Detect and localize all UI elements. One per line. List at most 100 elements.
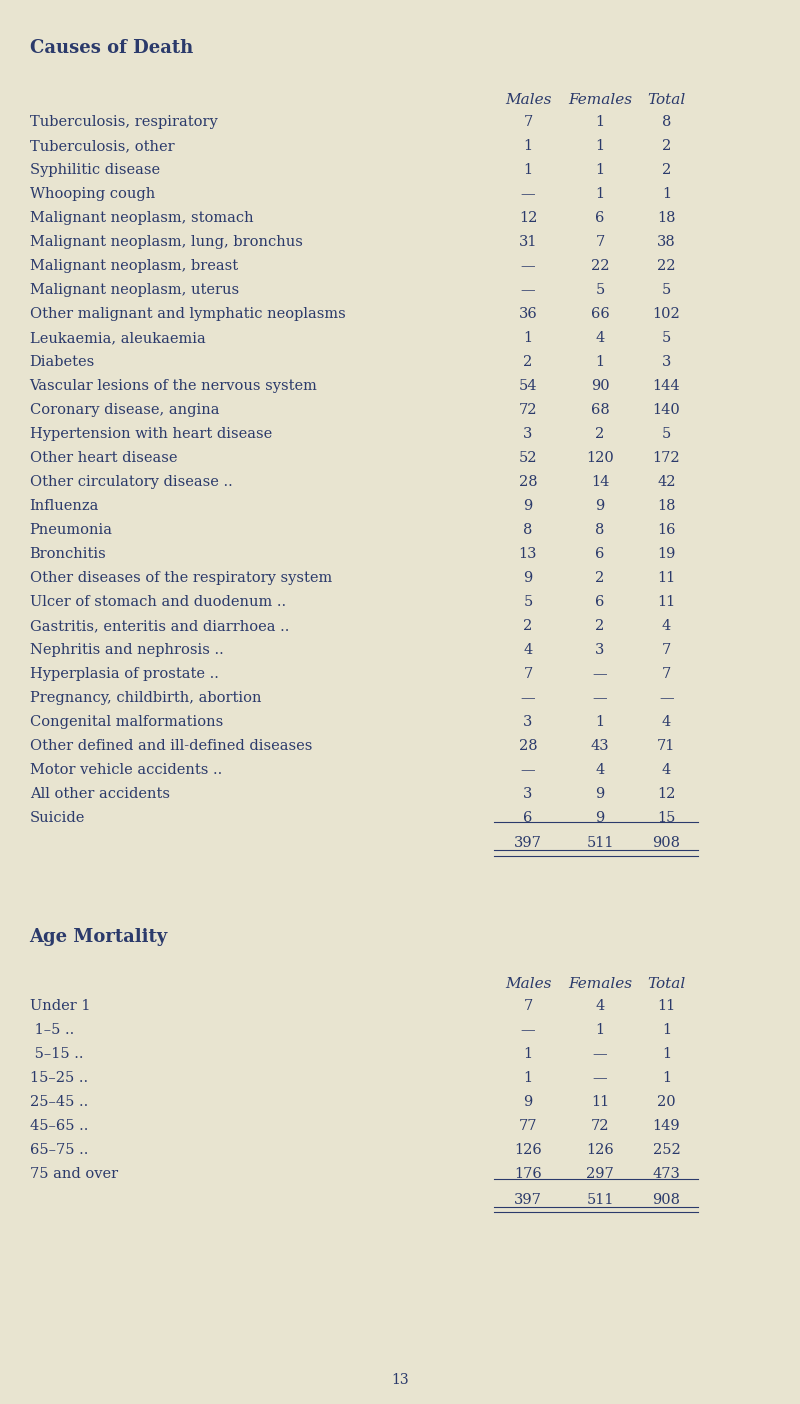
Text: 3: 3 xyxy=(662,355,671,369)
Text: 68: 68 xyxy=(590,403,610,417)
Text: Under 1: Under 1 xyxy=(30,1000,90,1014)
Text: Influenza: Influenza xyxy=(30,498,99,512)
Text: 2: 2 xyxy=(662,139,671,153)
Text: 252: 252 xyxy=(653,1143,680,1157)
Text: 5: 5 xyxy=(595,284,605,298)
Text: Total: Total xyxy=(647,977,686,991)
Text: 38: 38 xyxy=(657,234,676,249)
Text: 52: 52 xyxy=(518,451,538,465)
Text: Leukaemia, aleukaemia: Leukaemia, aleukaemia xyxy=(30,331,206,345)
Text: 1: 1 xyxy=(595,715,605,729)
Text: 8: 8 xyxy=(662,115,671,129)
Text: Pneumonia: Pneumonia xyxy=(30,524,113,538)
Text: 7: 7 xyxy=(523,667,533,681)
Text: 54: 54 xyxy=(518,379,538,393)
Text: 1: 1 xyxy=(595,139,605,153)
Text: 77: 77 xyxy=(518,1119,538,1133)
Text: 4: 4 xyxy=(662,619,671,633)
Text: Other malignant and lymphatic neoplasms: Other malignant and lymphatic neoplasms xyxy=(30,307,346,322)
Text: Males: Males xyxy=(505,977,551,991)
Text: 1: 1 xyxy=(662,1024,671,1038)
Text: 7: 7 xyxy=(662,643,671,657)
Text: Females: Females xyxy=(568,93,632,107)
Text: 5: 5 xyxy=(523,595,533,609)
Text: Other circulatory disease ..: Other circulatory disease .. xyxy=(30,475,232,489)
Text: Males: Males xyxy=(505,93,551,107)
Text: 66: 66 xyxy=(590,307,610,322)
Text: —: — xyxy=(593,667,607,681)
Text: 1: 1 xyxy=(523,1047,533,1061)
Text: 2: 2 xyxy=(523,355,533,369)
Text: 4: 4 xyxy=(595,762,605,776)
Text: 9: 9 xyxy=(595,812,605,826)
Text: 11: 11 xyxy=(591,1095,609,1109)
Text: 18: 18 xyxy=(657,498,676,512)
Text: 1: 1 xyxy=(595,1024,605,1038)
Text: 65–75 ..: 65–75 .. xyxy=(30,1143,88,1157)
Text: 43: 43 xyxy=(590,739,610,753)
Text: 22: 22 xyxy=(657,260,676,274)
Text: 908: 908 xyxy=(653,1192,680,1206)
Text: Motor vehicle accidents ..: Motor vehicle accidents .. xyxy=(30,762,222,776)
Text: Age Mortality: Age Mortality xyxy=(30,928,168,946)
Text: Malignant neoplasm, stomach: Malignant neoplasm, stomach xyxy=(30,211,254,225)
Text: 7: 7 xyxy=(595,234,605,249)
Text: 1: 1 xyxy=(595,187,605,201)
Text: Pregnancy, childbirth, abortion: Pregnancy, childbirth, abortion xyxy=(30,691,261,705)
Text: 6: 6 xyxy=(595,211,605,225)
Text: 9: 9 xyxy=(595,498,605,512)
Text: 126: 126 xyxy=(586,1143,614,1157)
Text: 75 and over: 75 and over xyxy=(30,1167,118,1181)
Text: 31: 31 xyxy=(518,234,538,249)
Text: 1: 1 xyxy=(523,1071,533,1085)
Text: 9: 9 xyxy=(523,498,533,512)
Text: Malignant neoplasm, lung, bronchus: Malignant neoplasm, lung, bronchus xyxy=(30,234,302,249)
Text: 473: 473 xyxy=(653,1167,680,1181)
Text: Hyperplasia of prostate ..: Hyperplasia of prostate .. xyxy=(30,667,218,681)
Text: 120: 120 xyxy=(586,451,614,465)
Text: Other heart disease: Other heart disease xyxy=(30,451,177,465)
Text: 28: 28 xyxy=(518,475,538,489)
Text: 2: 2 xyxy=(595,619,605,633)
Text: —: — xyxy=(521,762,535,776)
Text: 1: 1 xyxy=(595,355,605,369)
Text: 1: 1 xyxy=(662,187,671,201)
Text: 71: 71 xyxy=(658,739,675,753)
Text: 176: 176 xyxy=(514,1167,542,1181)
Text: —: — xyxy=(521,691,535,705)
Text: 6: 6 xyxy=(595,548,605,562)
Text: 45–65 ..: 45–65 .. xyxy=(30,1119,88,1133)
Text: 1: 1 xyxy=(662,1071,671,1085)
Text: 11: 11 xyxy=(658,1000,675,1014)
Text: Whooping cough: Whooping cough xyxy=(30,187,155,201)
Text: 14: 14 xyxy=(591,475,609,489)
Text: 1: 1 xyxy=(595,163,605,177)
Text: —: — xyxy=(593,1071,607,1085)
Text: 9: 9 xyxy=(523,571,533,585)
Text: 9: 9 xyxy=(595,788,605,800)
Text: 2: 2 xyxy=(595,571,605,585)
Text: —: — xyxy=(521,284,535,298)
Text: 15: 15 xyxy=(658,812,675,826)
Text: 102: 102 xyxy=(653,307,680,322)
Text: 1–5 ..: 1–5 .. xyxy=(30,1024,74,1038)
Text: 12: 12 xyxy=(658,788,675,800)
Text: 1: 1 xyxy=(662,1047,671,1061)
Text: 3: 3 xyxy=(595,643,605,657)
Text: Ulcer of stomach and duodenum ..: Ulcer of stomach and duodenum .. xyxy=(30,595,286,609)
Text: Suicide: Suicide xyxy=(30,812,85,826)
Text: 2: 2 xyxy=(523,619,533,633)
Text: 28: 28 xyxy=(518,739,538,753)
Text: 908: 908 xyxy=(653,837,680,851)
Text: 7: 7 xyxy=(523,115,533,129)
Text: 13: 13 xyxy=(518,548,538,562)
Text: 397: 397 xyxy=(514,837,542,851)
Text: —: — xyxy=(521,260,535,274)
Text: Hypertension with heart disease: Hypertension with heart disease xyxy=(30,427,272,441)
Text: Bronchitis: Bronchitis xyxy=(30,548,106,562)
Text: 6: 6 xyxy=(523,812,533,826)
Text: 1: 1 xyxy=(523,163,533,177)
Text: —: — xyxy=(521,187,535,201)
Text: Diabetes: Diabetes xyxy=(30,355,95,369)
Text: Causes of Death: Causes of Death xyxy=(30,39,193,58)
